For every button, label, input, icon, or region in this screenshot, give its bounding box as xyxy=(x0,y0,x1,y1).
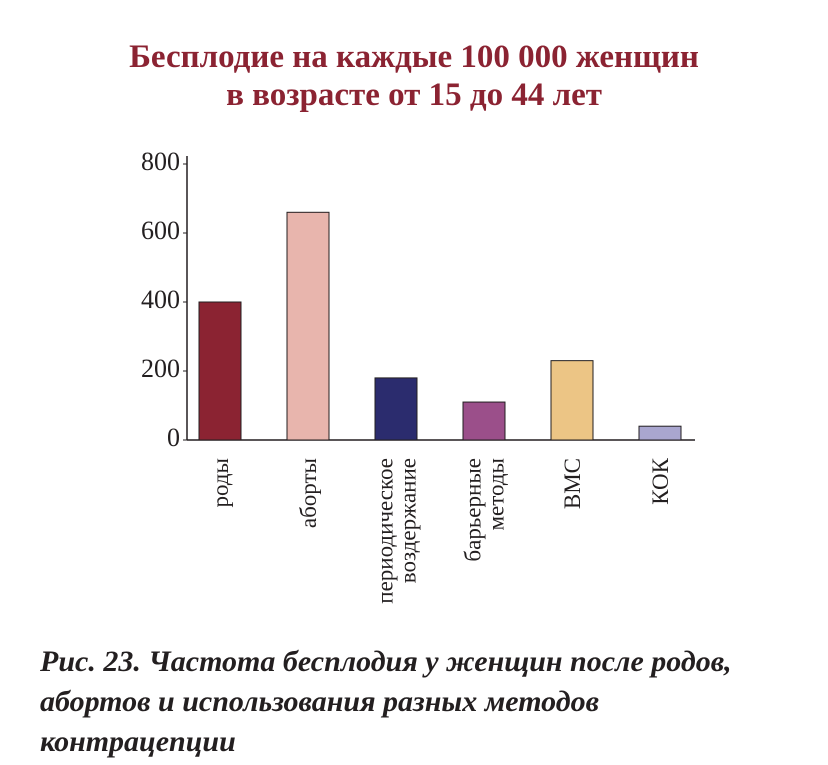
y-tick-label: 0 xyxy=(167,423,180,452)
bar xyxy=(462,401,506,441)
y-tick-label: 400 xyxy=(141,285,180,314)
chart: 0 200 400 600 800 роды аборты периодическоевозд… xyxy=(141,147,695,604)
y-tick-label: 600 xyxy=(141,216,180,245)
y-tick-label: 800 xyxy=(141,147,180,176)
x-tick-label: роды xyxy=(208,458,233,508)
bar xyxy=(286,211,330,441)
bar xyxy=(638,425,682,441)
x-tick-label: барьерныеметоды xyxy=(461,458,509,562)
y-tick-label: 200 xyxy=(141,354,180,383)
x-tick-label: аборты xyxy=(296,458,321,528)
chart-title: Бесплодие на каждые 100 000 женщин в воз… xyxy=(129,39,699,113)
figure-caption: Рис. 23. Частота бесплодия у женщин посл… xyxy=(40,645,732,758)
x-tick-label: периодическоевоздержание xyxy=(373,458,421,604)
x-tick-label: КОК xyxy=(648,457,673,504)
x-tick-label: ВМС xyxy=(560,458,585,509)
bar xyxy=(550,360,594,441)
bar xyxy=(198,301,242,441)
bar xyxy=(374,377,418,441)
